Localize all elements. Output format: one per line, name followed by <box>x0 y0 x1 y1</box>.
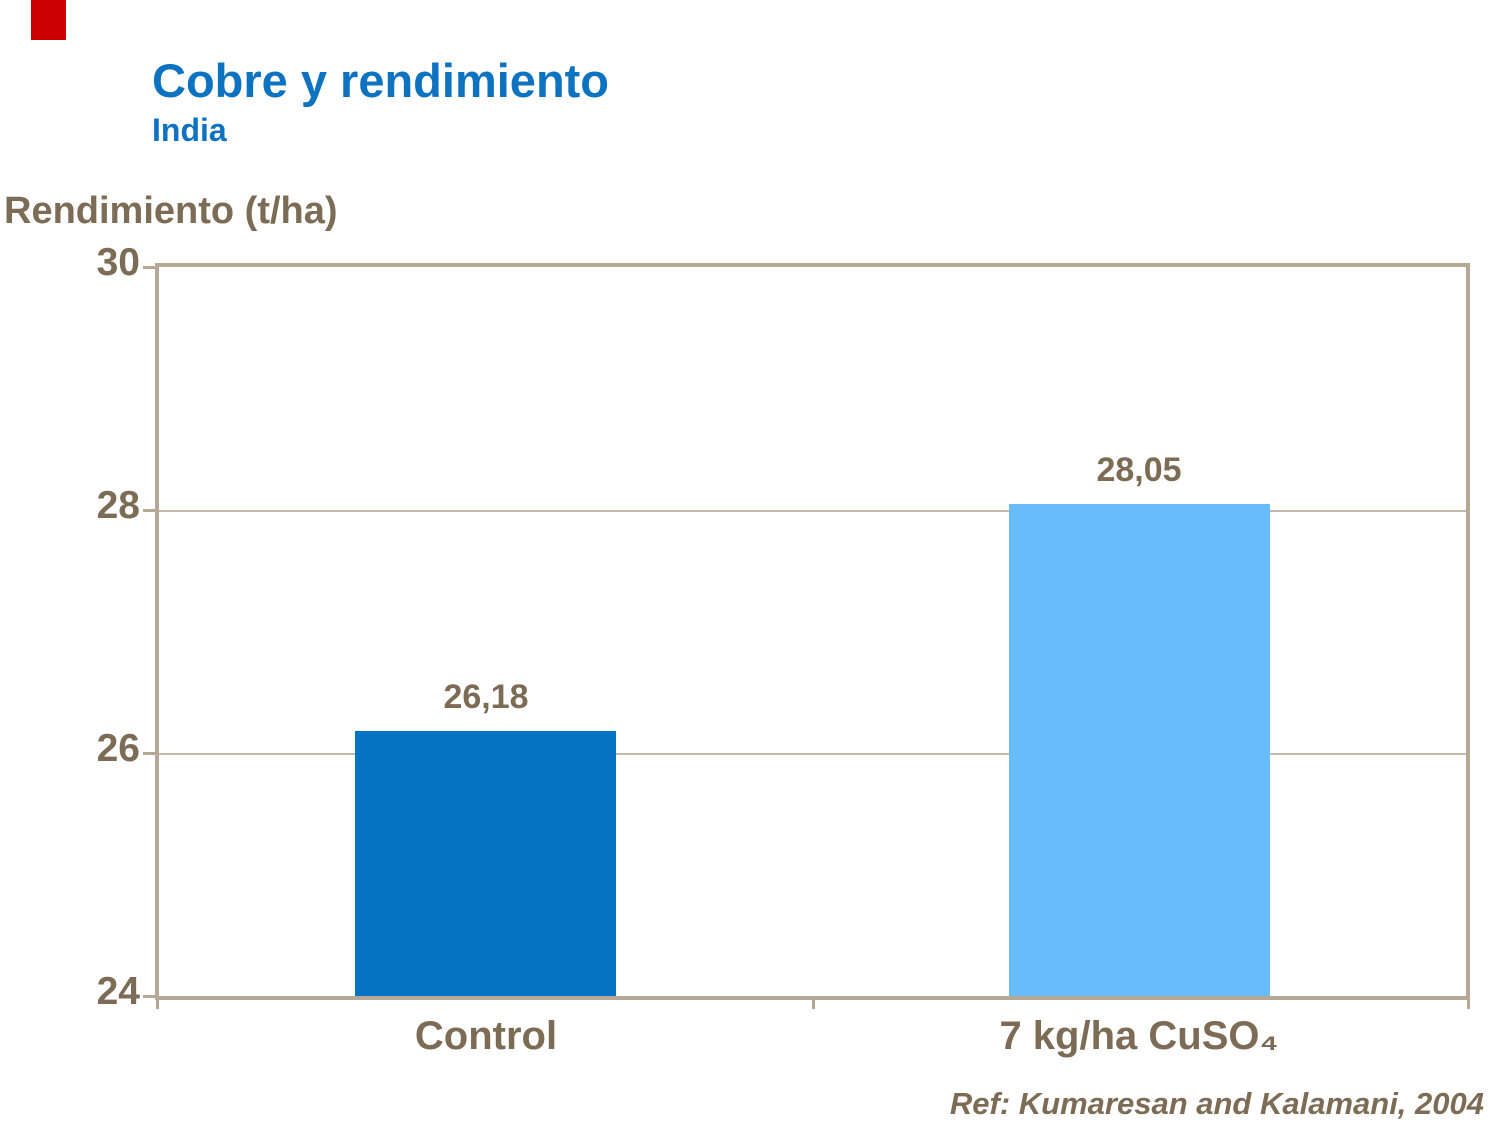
x-category-label: 7 kg/ha CuSO₄ <box>999 1014 1279 1058</box>
gridline-26 <box>159 753 1466 755</box>
page-title: Cobre y rendimiento <box>152 54 610 107</box>
bar-value-label: 28,05 <box>1096 451 1182 489</box>
y-tick-mark-26 <box>143 752 157 755</box>
bar-control <box>355 731 616 996</box>
y-tick-label-24: 24 <box>96 970 140 1013</box>
x-category-label: Control <box>414 1014 558 1058</box>
y-tick-label-26: 26 <box>96 727 140 770</box>
reference-citation: Ref: Kumaresan and Kalamani, 2004 <box>949 1086 1484 1121</box>
y-tick-mark-28 <box>143 509 157 512</box>
bar-treatment <box>1009 504 1270 996</box>
x-tick-mark-0 <box>156 996 159 1009</box>
page-subtitle: India <box>152 112 227 148</box>
y-tick-mark-24 <box>143 995 157 998</box>
bar-value-label: 26,18 <box>443 678 529 716</box>
red-accent-mark <box>31 0 66 40</box>
x-tick-mark-2 <box>1467 996 1470 1009</box>
x-tick-mark-1 <box>812 996 815 1009</box>
y-tick-mark-30 <box>143 266 157 269</box>
gridline-28 <box>159 510 1466 512</box>
y-axis-title: Rendimiento (t/ha) <box>4 190 338 232</box>
plot-area: 26,18 28,05 <box>155 263 1470 1000</box>
y-tick-label-28: 28 <box>96 484 140 527</box>
y-tick-label-30: 30 <box>96 241 140 284</box>
